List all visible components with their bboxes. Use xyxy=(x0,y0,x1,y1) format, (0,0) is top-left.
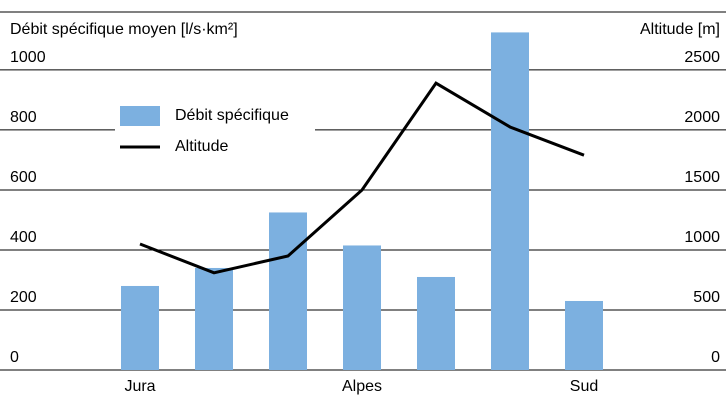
line xyxy=(139,81,585,275)
bar xyxy=(491,32,529,370)
bar xyxy=(269,212,307,370)
bar xyxy=(565,300,603,370)
bar xyxy=(417,276,455,370)
y2-tick-label: 1500 xyxy=(684,169,720,186)
y-axis-title: Débit spécifique moyen [l/s·km²] xyxy=(10,21,238,38)
legend-label: Débit spécifique xyxy=(175,107,289,124)
bar xyxy=(195,267,233,370)
y2-tick-label: 2000 xyxy=(684,109,720,126)
legend-label: Altitude xyxy=(175,138,228,155)
bar xyxy=(121,285,159,370)
y-tick-label: 800 xyxy=(10,109,37,126)
x-tick-label: Alpes xyxy=(342,378,382,395)
legend-swatch xyxy=(120,106,160,126)
y2-axis-title: Altitude [m] xyxy=(640,21,720,38)
y-tick-label: 200 xyxy=(10,289,37,306)
y-tick-label: 0 xyxy=(10,349,19,366)
y2-tick-label: 2500 xyxy=(684,49,720,66)
y-tick-label: 600 xyxy=(10,169,37,186)
y-tick-label: 1000 xyxy=(10,49,46,66)
bar xyxy=(343,245,381,370)
y2-tick-label: 500 xyxy=(693,289,720,306)
y2-tick-label: 0 xyxy=(711,349,720,366)
x-tick-label: Jura xyxy=(124,378,155,395)
y-tick-label: 400 xyxy=(10,229,37,246)
x-tick-label: Sud xyxy=(570,378,598,395)
y2-tick-label: 1000 xyxy=(684,229,720,246)
